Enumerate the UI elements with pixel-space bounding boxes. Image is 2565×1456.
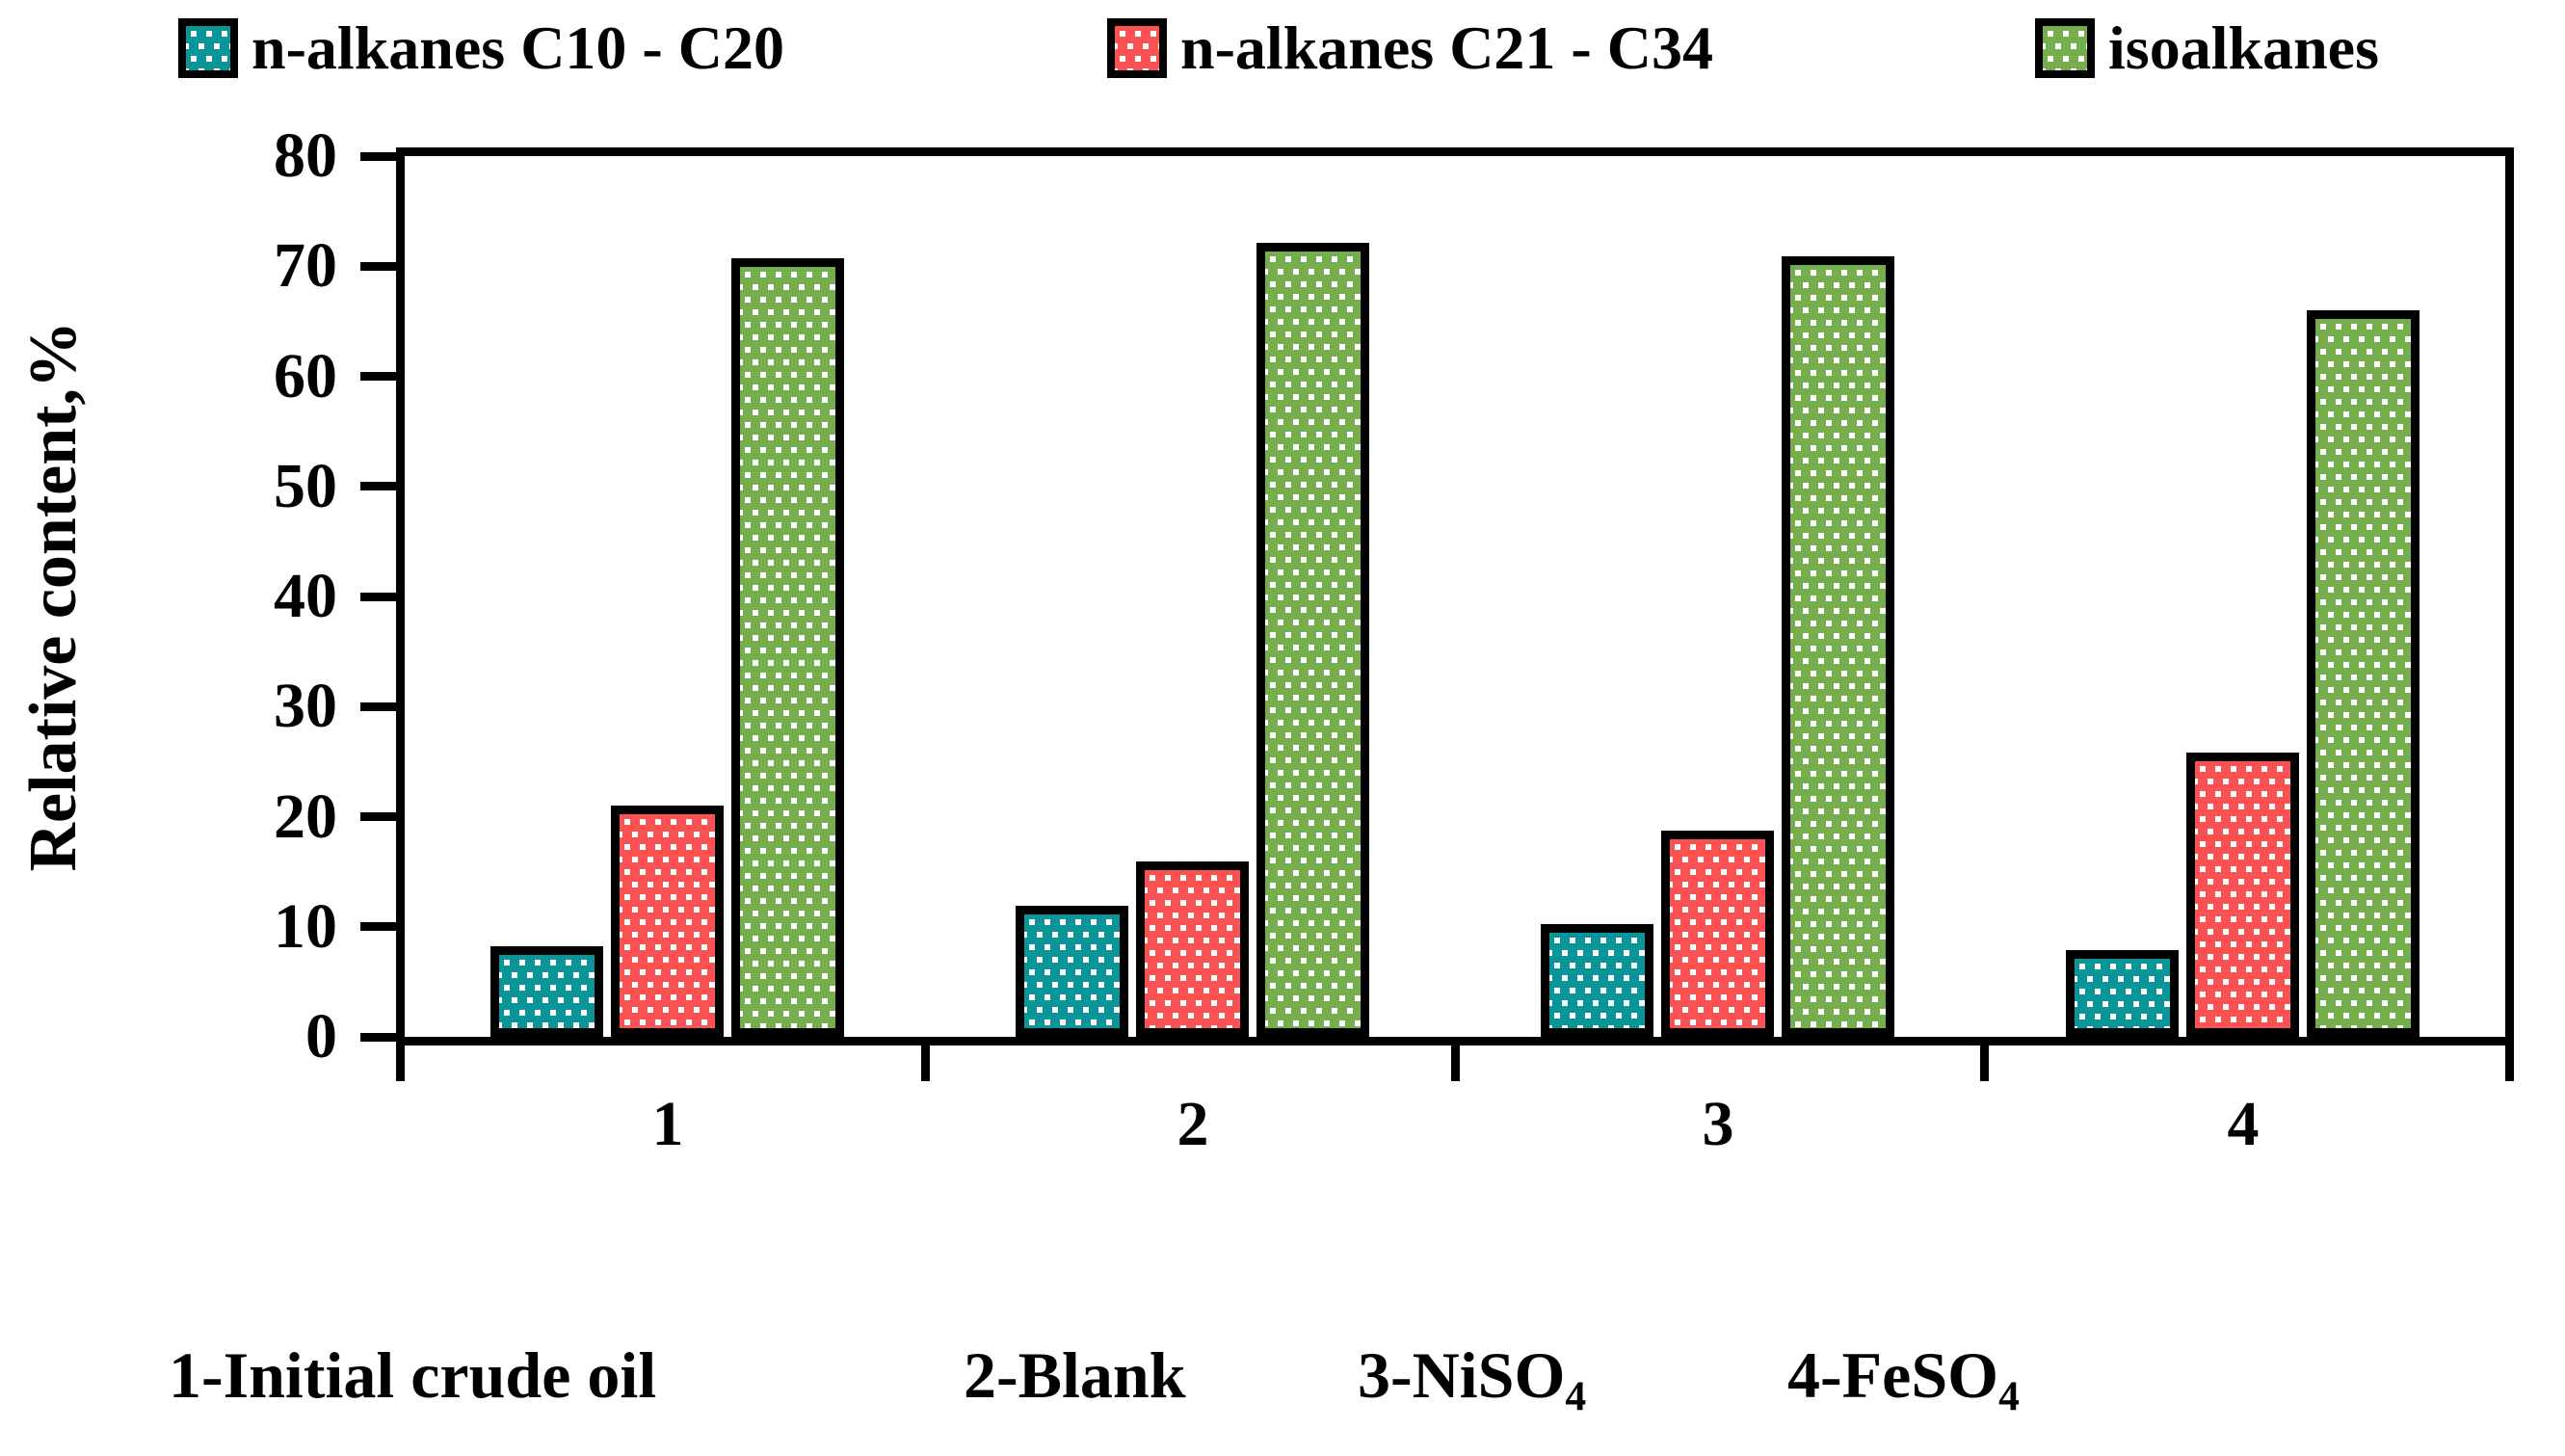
- x-category-label-4: 4: [2227, 1089, 2260, 1159]
- x-category-label-2: 2: [1177, 1089, 1209, 1159]
- legend-item-3: isoalkanes: [2035, 13, 2379, 83]
- y-tick-80: [360, 152, 396, 161]
- y-tick-label-30: 30: [274, 671, 337, 741]
- y-tick-0: [360, 1033, 396, 1042]
- y-tick-label-50: 50: [274, 451, 337, 521]
- y-tick-label-70: 70: [274, 230, 337, 301]
- y-tick-label-20: 20: [274, 781, 337, 852]
- bar-group2-series3: [1256, 243, 1369, 1037]
- caption-subscript-3: 4: [1565, 1373, 1587, 1420]
- bar-group4-series1: [2066, 950, 2179, 1037]
- y-tick-60: [360, 372, 396, 381]
- legend-item-1: n-alkanes C10 - C20: [178, 13, 784, 83]
- bar-group3-series1: [1541, 924, 1653, 1037]
- x-tick-3: [1980, 1046, 1989, 1081]
- y-tick-40: [360, 593, 396, 601]
- legend-label-1: n-alkanes C10 - C20: [251, 13, 784, 82]
- y-tick-30: [360, 702, 396, 711]
- plot-inner: [405, 156, 2505, 1037]
- y-tick-label-60: 60: [274, 341, 337, 411]
- bar-group1-series1: [490, 946, 603, 1037]
- y-tick-10: [360, 922, 396, 931]
- x-tick-2: [1451, 1046, 1460, 1081]
- caption-item-4: 4-FeSO4: [1787, 1338, 2020, 1420]
- bar-group2-series1: [1016, 906, 1128, 1037]
- plot-area: [396, 147, 2514, 1046]
- bar-group1-series3: [731, 258, 844, 1037]
- bar-group4-series2: [2186, 753, 2299, 1037]
- y-tick-50: [360, 482, 396, 490]
- legend-label-3: isoalkanes: [2108, 13, 2379, 82]
- y-tick-label-10: 10: [274, 891, 337, 962]
- x-tick-0: [396, 1046, 405, 1081]
- caption-subscript-4: 4: [1998, 1373, 2020, 1420]
- x-category-label-1: 1: [651, 1089, 684, 1159]
- y-tick-label-40: 40: [274, 561, 337, 631]
- y-axis-title-text: Relative content,%: [16, 321, 91, 872]
- legend-item-2: n-alkanes C21 - C34: [1107, 13, 1713, 83]
- caption-item-3: 3-NiSO4: [1358, 1338, 1587, 1420]
- y-tick-label-80: 80: [274, 120, 337, 191]
- y-tick-label-0: 0: [305, 1001, 337, 1072]
- legend-swatch-1: [178, 18, 238, 78]
- caption-item-2: 2-Blank: [964, 1338, 1186, 1412]
- y-axis-title: Relative content,%: [6, 147, 102, 1046]
- bar-group2-series2: [1136, 861, 1249, 1037]
- bar-group3-series3: [1782, 256, 1894, 1037]
- x-tick-1: [921, 1046, 930, 1081]
- bar-group1-series2: [611, 806, 724, 1037]
- x-tick-4: [2505, 1046, 2514, 1081]
- legend-label-2: n-alkanes C21 - C34: [1180, 13, 1713, 82]
- x-category-label-3: 3: [1702, 1089, 1734, 1159]
- legend-swatch-2: [1107, 18, 1167, 78]
- legend-swatch-3: [2035, 18, 2095, 78]
- caption-item-1: 1-Initial crude oil: [169, 1338, 657, 1412]
- bar-group4-series3: [2307, 310, 2420, 1037]
- y-tick-20: [360, 812, 396, 821]
- bar-group3-series2: [1661, 831, 1774, 1037]
- y-tick-70: [360, 262, 396, 271]
